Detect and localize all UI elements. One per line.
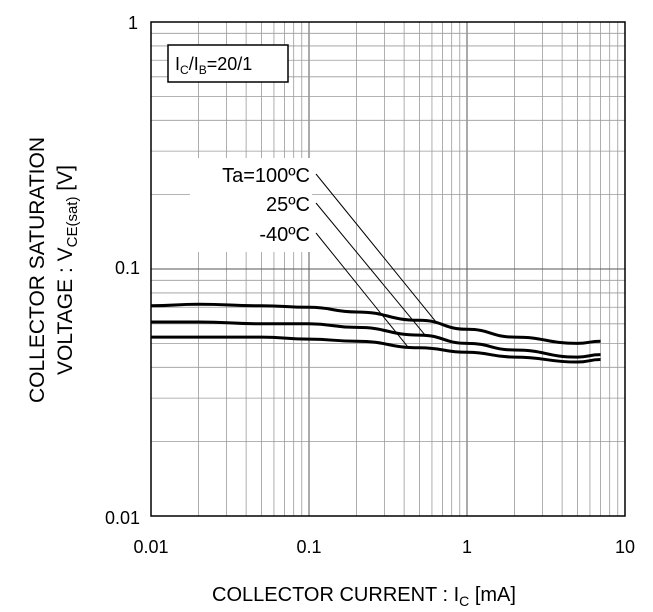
condition-text: IC/IB=20/1 [175, 54, 252, 77]
grid [151, 22, 625, 516]
series-line-1 [151, 320, 601, 359]
series-label-100c: Ta=100ºC [222, 165, 310, 187]
plot-frame [150, 21, 626, 517]
x-tick-label-0.01: 0.01 [133, 537, 168, 557]
y-axis-label-line2: VOLTAGE : VCE(sat) [V] [54, 165, 81, 375]
series-label-minus40c: -40ºC [259, 224, 310, 246]
x-axis-label: COLLECTOR CURRENT : IC [mA] [212, 584, 516, 609]
y-tick-label-0.1: 0.1 [115, 258, 140, 278]
leader-line-2 [315, 232, 408, 347]
y-tick-label-0.01: 0.01 [105, 508, 140, 528]
y-tick-label-1: 1 [128, 13, 138, 33]
leader-line-1 [315, 202, 427, 337]
x-tick-label-10: 10 [615, 537, 635, 557]
y-axis-label-line1: COLLECTOR SATURATION [26, 137, 49, 403]
series-line-2 [150, 335, 601, 364]
x-tick-label-0.1: 0.1 [296, 537, 321, 557]
condition-box: IC/IB=20/1 [167, 44, 289, 83]
leader-line-0 [315, 173, 438, 325]
series-line-0 [150, 302, 601, 345]
x-tick-label-1: 1 [462, 537, 472, 557]
series-lines [150, 302, 601, 364]
label-leader-lines [315, 173, 438, 347]
series-label-box [190, 158, 312, 252]
series-label-25c: 25ºC [266, 194, 310, 216]
y-axis-label: COLLECTOR SATURATION VOLTAGE : VCE(sat) … [26, 137, 81, 403]
